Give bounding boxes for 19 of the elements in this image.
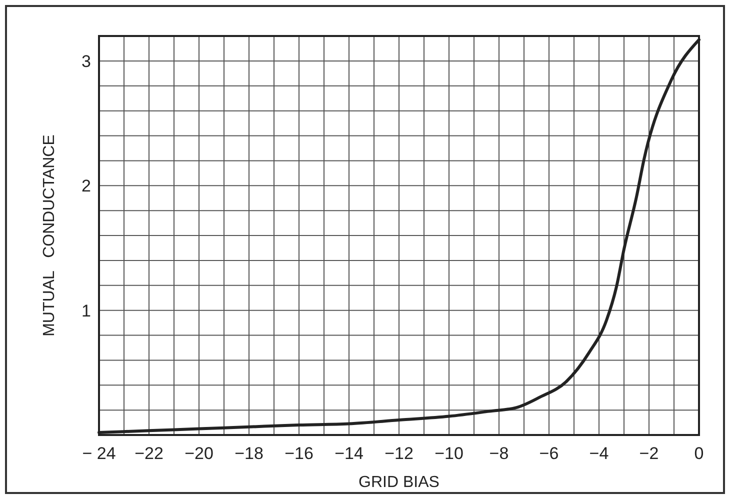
x-tick-label: 0	[694, 444, 704, 463]
y-axis-title: MUTUAL CONDUCTANCE	[41, 134, 58, 336]
line-series	[98, 38, 700, 434]
x-tick-label: −6	[539, 444, 559, 463]
x-tick-label: −14	[334, 444, 364, 463]
x-tick-label: − 24	[82, 444, 116, 463]
x-tick-label: −2	[639, 444, 659, 463]
y-tick-label: 1	[82, 301, 91, 320]
x-tick-label: −18	[234, 444, 264, 463]
x-tick-label: −10	[434, 444, 464, 463]
x-tick-label: −22	[134, 444, 164, 463]
y-tick-label: 2	[82, 176, 91, 196]
x-axis-title: GRID BIAS	[358, 474, 440, 491]
x-tick-label: −8	[489, 444, 509, 463]
x-tick-label: −20	[184, 444, 214, 463]
x-tick-label: −12	[384, 444, 414, 463]
x-tick-label: −4	[589, 444, 609, 463]
x-tick-label: −16	[284, 444, 314, 463]
y-tick-label: 3	[82, 52, 91, 71]
